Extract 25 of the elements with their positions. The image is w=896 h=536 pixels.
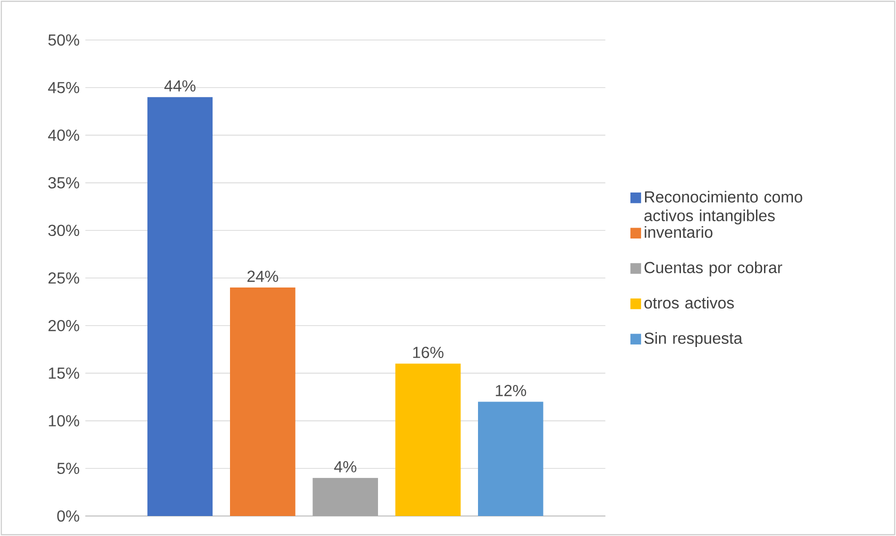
y-tick-label: 50% — [48, 34, 80, 46]
bar — [478, 402, 544, 516]
data-label: 4% — [334, 461, 356, 472]
y-tick-label: 40% — [48, 130, 80, 141]
y-tick-label: 15% — [48, 368, 80, 379]
legend-label: Cuentas por cobrar — [644, 261, 782, 276]
y-tick-label: 25% — [48, 272, 80, 284]
legend-label: Sin respuesta — [644, 332, 742, 348]
y-tick-label: 10% — [48, 415, 80, 426]
y-tick-label: 45% — [48, 82, 80, 94]
legend-label: otros activos — [644, 296, 734, 309]
y-tick-label: 20% — [48, 320, 80, 332]
bar — [147, 97, 213, 516]
bar — [395, 364, 461, 516]
data-label: 16% — [413, 346, 444, 358]
data-label: 44% — [164, 80, 196, 92]
y-tick-label: 5% — [57, 462, 80, 474]
data-label: 12% — [496, 384, 526, 396]
y-tick-label: 0% — [57, 510, 80, 522]
bar — [312, 478, 378, 516]
legend-label: inventario — [644, 226, 712, 238]
data-label: 24% — [247, 270, 278, 282]
y-tick-label: 30% — [48, 224, 80, 236]
bar — [230, 288, 296, 516]
y-tick-label: 35% — [48, 177, 80, 188]
